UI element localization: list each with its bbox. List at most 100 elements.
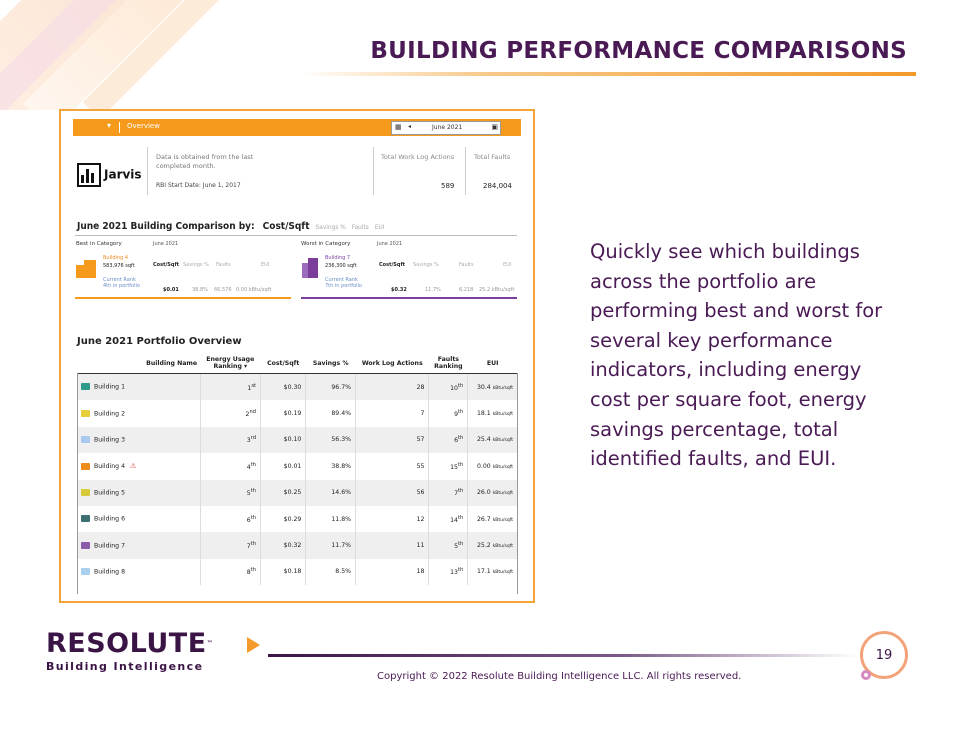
table-row[interactable]: Building 7 7th $0.32 11.7% 11 5th 25.2 kBtu/sq… bbox=[77, 532, 518, 559]
col-eui[interactable]: EUI bbox=[467, 353, 518, 374]
cell-savings: 56.3% bbox=[305, 426, 357, 454]
cell-energy-ranking: 3rd bbox=[200, 426, 262, 454]
best-month: June 2021 bbox=[153, 241, 179, 247]
cell-work-log: 7 bbox=[355, 400, 430, 427]
total-faults-value: 284,004 bbox=[483, 182, 512, 190]
cell-faults-ranking: 5th bbox=[428, 532, 469, 559]
comparison-option-savings[interactable]: Savings % bbox=[315, 223, 346, 231]
cell-savings: 11.8% bbox=[305, 505, 357, 533]
date-picker[interactable]: ▦ ◂ June 2021 ▣ bbox=[391, 121, 501, 135]
table-row[interactable]: Building 4 ⚠ 4th $0.01 38.8% 55 15th 0.00 kBtu/… bbox=[77, 453, 518, 480]
best-rank-label: Current Rank bbox=[103, 277, 136, 283]
jarvis-logo: Jarvis bbox=[77, 163, 142, 187]
sort-desc-icon: ▾ bbox=[244, 363, 248, 370]
col-work-log[interactable]: Work Log Actions bbox=[355, 353, 429, 374]
col-energy-ranking[interactable]: Energy Usage Ranking ▾ bbox=[200, 353, 261, 374]
calendar-icon: ▦ bbox=[395, 123, 402, 131]
slide-title: BUILDING PERFORMANCE COMPARISONS bbox=[370, 38, 907, 64]
slide-description: Quickly see which buildings across the p… bbox=[590, 240, 883, 471]
table-row[interactable]: Building 3 3rd $0.10 56.3% 57 6th 25.4 kBtu/sq… bbox=[77, 426, 518, 454]
building-4-icon bbox=[76, 260, 96, 278]
cell-building-name: Building 6 bbox=[77, 505, 201, 533]
building-icon bbox=[81, 541, 90, 549]
building-icon bbox=[81, 489, 90, 496]
resolute-logo: RESOLUTE™ Building Intelligence bbox=[46, 630, 260, 673]
cell-savings: 11.7% bbox=[305, 532, 357, 559]
table-row[interactable]: Building 8 8th $0.18 8.5% 18 13th 17.1 kBtu/sq… bbox=[77, 558, 518, 586]
worst-building: Building 7 bbox=[325, 255, 351, 261]
cell-energy-ranking: 4th bbox=[200, 453, 262, 480]
copyright-text: Copyright © 2022 Resolute Building Intel… bbox=[377, 671, 742, 682]
worst-sqft: 236,300 sqft bbox=[325, 263, 357, 269]
cell-building-name: Building 7 bbox=[77, 532, 201, 559]
cell-cost: $0.18 bbox=[260, 558, 307, 586]
warning-icon: ⚠ bbox=[130, 462, 137, 471]
cell-building-name: Building 8 bbox=[77, 558, 201, 586]
cell-eui: 0.00 kBtu/sqft bbox=[467, 453, 518, 480]
worst-heading: Worst in Category bbox=[301, 241, 351, 247]
cell-cost: $0.30 bbox=[260, 373, 307, 401]
cell-savings: 96.7% bbox=[305, 373, 357, 401]
building-logo-icon bbox=[77, 163, 101, 187]
rbi-start-date: RBI Start Date: June 1, 2017 bbox=[156, 182, 241, 189]
cell-cost: $0.01 bbox=[260, 453, 307, 480]
menu-caret-icon[interactable]: ▾ bbox=[107, 121, 112, 130]
cell-energy-ranking: 5th bbox=[200, 479, 262, 506]
table-row[interactable]: Building 1 1st $0.30 96.7% 28 10th 30.4 kBtu/s… bbox=[77, 373, 518, 401]
cell-cost: $0.32 bbox=[260, 532, 307, 559]
info-text: Data is obtained from the last completed… bbox=[156, 153, 254, 170]
building-icon bbox=[81, 568, 90, 576]
cell-work-log: 28 bbox=[355, 373, 430, 401]
best-sqft: 583,976 sqft bbox=[103, 263, 135, 269]
table-row[interactable]: Building 6 6th $0.29 11.8% 12 14th 26.7 kBtu/s… bbox=[77, 505, 518, 533]
cell-work-log: 11 bbox=[355, 532, 430, 559]
col-cost-sqft[interactable]: Cost/Sqft bbox=[260, 353, 306, 374]
col-faults-ranking[interactable]: Faults Ranking bbox=[428, 353, 468, 374]
cell-eui: 17.1 kBtu/sqft bbox=[467, 558, 518, 586]
best-building: Building 4 bbox=[103, 255, 129, 261]
cell-cost: $0.25 bbox=[260, 479, 307, 506]
calendar-button-icon[interactable]: ▣ bbox=[491, 123, 498, 131]
worst-month: June 2021 bbox=[377, 241, 403, 247]
table-row[interactable]: Building 2 2nd $0.19 89.4% 7 9th 18.1 kBtu/sqf… bbox=[77, 400, 518, 427]
cell-building-name: Building 1 bbox=[77, 373, 201, 401]
cell-eui: 26.0 kBtu/sqft bbox=[467, 479, 518, 506]
cell-building-name: Building 3 bbox=[77, 426, 201, 454]
total-work-log-value: 589 bbox=[441, 182, 455, 190]
cell-energy-ranking: 6th bbox=[200, 505, 262, 533]
cell-savings: 14.6% bbox=[305, 479, 357, 506]
comparison-option-eui[interactable]: EUI bbox=[374, 223, 385, 231]
cell-faults-ranking: 14th bbox=[428, 505, 469, 533]
col-savings[interactable]: Savings % bbox=[305, 353, 356, 374]
cell-building-name: Building 5 bbox=[77, 479, 201, 506]
col-building-name[interactable]: Building Name bbox=[77, 353, 201, 374]
cell-energy-ranking: 1st bbox=[200, 373, 262, 401]
table-row[interactable]: Building 5 5th $0.25 14.6% 56 7th 26.0 kBtu/sq… bbox=[77, 479, 518, 506]
brand-subtitle: Building Intelligence bbox=[46, 660, 204, 673]
cell-eui: 18.1 kBtu/sqft bbox=[467, 400, 518, 427]
worst-rank: 7th in portfolio bbox=[325, 283, 362, 289]
footer-rule bbox=[268, 654, 858, 657]
cell-faults-ranking: 7th bbox=[428, 479, 469, 506]
cell-eui: 30.4 kBtu/sqft bbox=[467, 373, 518, 401]
cell-faults-ranking: 13th bbox=[428, 558, 469, 586]
building-7-icon bbox=[302, 258, 318, 278]
cell-work-log: 56 bbox=[355, 479, 430, 506]
cell-energy-ranking: 2nd bbox=[200, 400, 262, 427]
worst-underline bbox=[301, 297, 517, 299]
cell-faults-ranking: 6th bbox=[428, 426, 469, 454]
prev-arrow-icon[interactable]: ◂ bbox=[408, 123, 412, 130]
page-number: 19 bbox=[860, 631, 908, 680]
comparison-selected[interactable]: Cost/Sqft bbox=[262, 221, 310, 232]
building-icon bbox=[81, 383, 90, 391]
worst-rank-label: Current Rank bbox=[325, 277, 358, 283]
cell-eui: 25.2 kBtu/sqft bbox=[467, 532, 518, 559]
cell-work-log: 18 bbox=[355, 558, 430, 586]
cell-cost: $0.29 bbox=[260, 505, 307, 533]
overview-label[interactable]: Overview bbox=[127, 122, 160, 130]
cell-savings: 89.4% bbox=[305, 400, 357, 427]
cell-eui: 26.7 kBtu/sqft bbox=[467, 505, 518, 533]
comparison-option-faults[interactable]: Faults bbox=[351, 223, 369, 231]
cell-work-log: 12 bbox=[355, 505, 430, 533]
title-underline bbox=[300, 72, 916, 76]
